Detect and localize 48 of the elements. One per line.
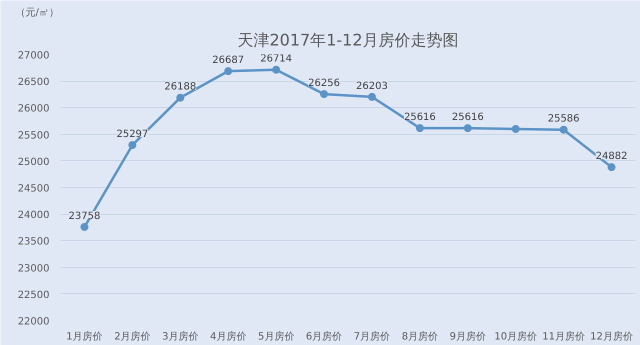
y-tick-label: 25500 [18,130,50,142]
y-tick-label: 26500 [18,77,50,88]
data-label: 26687 [212,55,244,66]
x-tick-label: 10月房价 [494,330,538,342]
point [512,124,520,133]
data-label: 25297 [116,129,148,140]
y-tick-label: 24500 [18,184,50,194]
data-label: 24882 [596,151,628,162]
point [416,124,424,132]
x-tick-label: 2月房价 [114,330,151,342]
x-tick-label: 11月房价 [542,330,585,342]
y-tick-label: 27000 [18,50,50,62]
point [272,66,280,74]
point [176,94,184,102]
data-label: 25616 [452,112,484,124]
x-tick-label: 7月房价 [354,330,390,342]
x-tick-label: 9月房价 [450,330,486,342]
point [368,92,376,101]
point [608,163,616,172]
x-tick-label: 8月房价 [402,330,438,342]
x-tick-label: 6月房价 [306,330,342,342]
data-label: 25616 [404,112,436,124]
chart-title: 天津2017年1-12月房价走势图 [237,30,459,50]
point [320,90,328,98]
y-tick-label: 24000 [18,210,50,222]
y-tick-label: 23500 [18,236,50,248]
y-axis-title: （元/㎡） [16,8,59,18]
point [224,67,232,76]
point [128,141,136,150]
y-tick-label: 22500 [18,290,50,301]
data-label: 25586 [548,114,580,125]
point [464,124,472,132]
x-tick-label: 12月房价 [590,330,633,342]
x-tick-label: 3月房价 [162,330,198,342]
point [560,126,568,134]
data-label: 26188 [164,82,196,93]
x-tick-label: 1月房价 [66,330,103,342]
x-tick-label: 5月房价 [258,330,294,342]
point [80,222,88,231]
y-tick-label: 22000 [18,316,50,328]
data-label: 26256 [308,78,340,90]
y-tick-label: 25000 [18,156,50,168]
x-tick-label: 4月房价 [210,330,246,342]
y-tick-label: 23000 [18,263,50,274]
data-label: 23758 [68,210,100,222]
data-label: 26714 [260,54,292,65]
data-label: 26203 [356,80,388,92]
y-tick-label: 26000 [18,104,50,115]
